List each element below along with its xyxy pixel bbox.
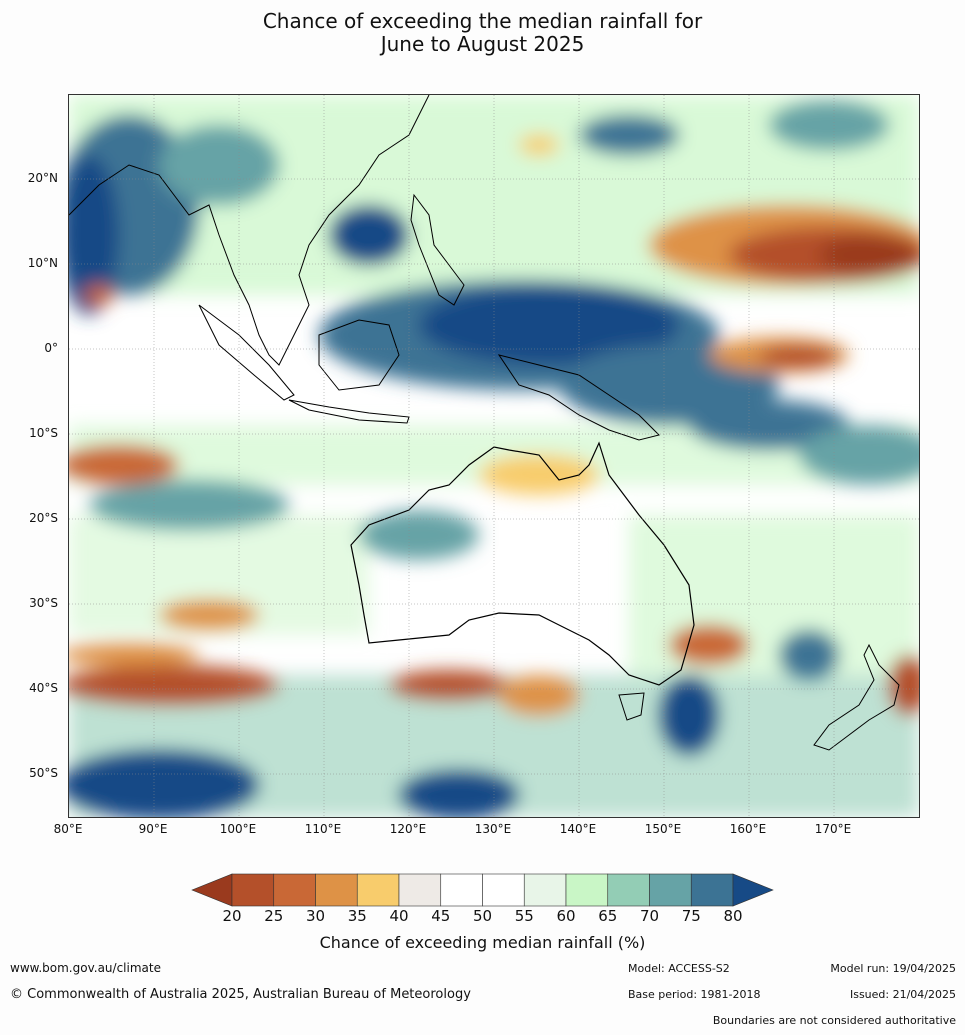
lon-tick-150e: 150°E (644, 822, 682, 836)
colorbar-max-arrow (732, 873, 774, 907)
lat-tick-10s: 10°S (29, 426, 58, 440)
sumatra-outline (198, 304, 295, 401)
tasmania-outline (618, 692, 645, 721)
colorbar-label: 50 (472, 907, 493, 925)
colorbar-label: 80 (723, 907, 743, 925)
colorbar-label: 65 (598, 907, 618, 925)
lat-tick-50s: 50°S (29, 766, 58, 780)
colorbar-label: 30 (305, 907, 326, 925)
colorbar-segment (482, 873, 525, 907)
lat-tick-30s: 30°S (29, 596, 58, 610)
lon-tick-140e: 140°E (559, 822, 597, 836)
colorbar-segment (231, 873, 275, 907)
lat-tick-40s: 40°S (29, 681, 58, 695)
lon-tick-170e: 170°E (814, 822, 852, 836)
colorbar-min-arrow (191, 873, 233, 907)
colorbar-segment (690, 873, 734, 907)
issued-text: Issued: 21/04/2025 (849, 988, 956, 1001)
lat-tick-20s: 20°S (29, 511, 58, 525)
title-line-1: Chance of exceeding the median rainfall … (262, 9, 703, 33)
colorbar (191, 873, 774, 907)
graticule (69, 95, 919, 817)
colorbar-segment (523, 873, 567, 907)
colorbar-label: 25 (264, 907, 284, 925)
map-title: Chance of exceeding the median rainfall … (0, 10, 965, 56)
lat-tick-0: 0° (44, 341, 58, 355)
colorbar-segment (565, 873, 609, 907)
colorbar-segment (398, 873, 442, 907)
philippines-outline (410, 193, 465, 306)
colorbar-segment (649, 873, 692, 907)
lon-tick-90e: 90°E (138, 822, 168, 836)
lat-tick-10n: 10°N (27, 256, 58, 270)
colorbar-segment (273, 873, 316, 907)
borneo-outline (318, 319, 400, 391)
map-canvas (69, 95, 919, 817)
colorbar-label: 35 (347, 907, 367, 925)
lon-tick-160e: 160°E (729, 822, 767, 836)
lat-tick-20n: 20°N (27, 171, 58, 185)
rainfall-map (68, 94, 920, 818)
lon-tick-120e: 120°E (389, 822, 427, 836)
model-run-text: Model run: 19/04/2025 (830, 962, 956, 975)
new-zealand-outline (813, 643, 900, 751)
colorbar-label: 20 (222, 907, 242, 925)
asia-coast-outline (69, 95, 430, 366)
colorbar-label: 40 (389, 907, 409, 925)
colorbar-title: Chance of exceeding median rainfall (%) (319, 933, 646, 952)
colorbar-segment (356, 873, 400, 907)
colorbar-segment (315, 873, 358, 907)
colorbar-label: 75 (681, 907, 701, 925)
lon-tick-130e: 130°E (474, 822, 512, 836)
colorbar-label: 55 (514, 907, 534, 925)
colorbar-label: 60 (556, 907, 576, 925)
new-guinea-outline (497, 354, 660, 441)
colorbar-label: 70 (639, 907, 660, 925)
title-line-2: June to August 2025 (380, 32, 585, 56)
website-link[interactable]: www.bom.gov.au/climate (10, 961, 161, 975)
lon-tick-100e: 100°E (219, 822, 257, 836)
colorbar-segment (607, 873, 650, 907)
lon-tick-110e: 110°E (304, 822, 342, 836)
copyright-text: © Commonwealth of Australia 2025, Austra… (10, 987, 471, 1002)
colorbar-segment (440, 873, 483, 907)
disclaimer-text: Boundaries are not considered authoritat… (712, 1014, 956, 1027)
lon-tick-80e: 80°E (53, 822, 83, 836)
base-period-text: Base period: 1981-2018 (628, 988, 761, 1001)
model-text: Model: ACCESS-S2 (628, 962, 730, 975)
australia-outline (350, 441, 695, 686)
colorbar-label: 45 (431, 907, 451, 925)
java-outline (288, 399, 410, 424)
